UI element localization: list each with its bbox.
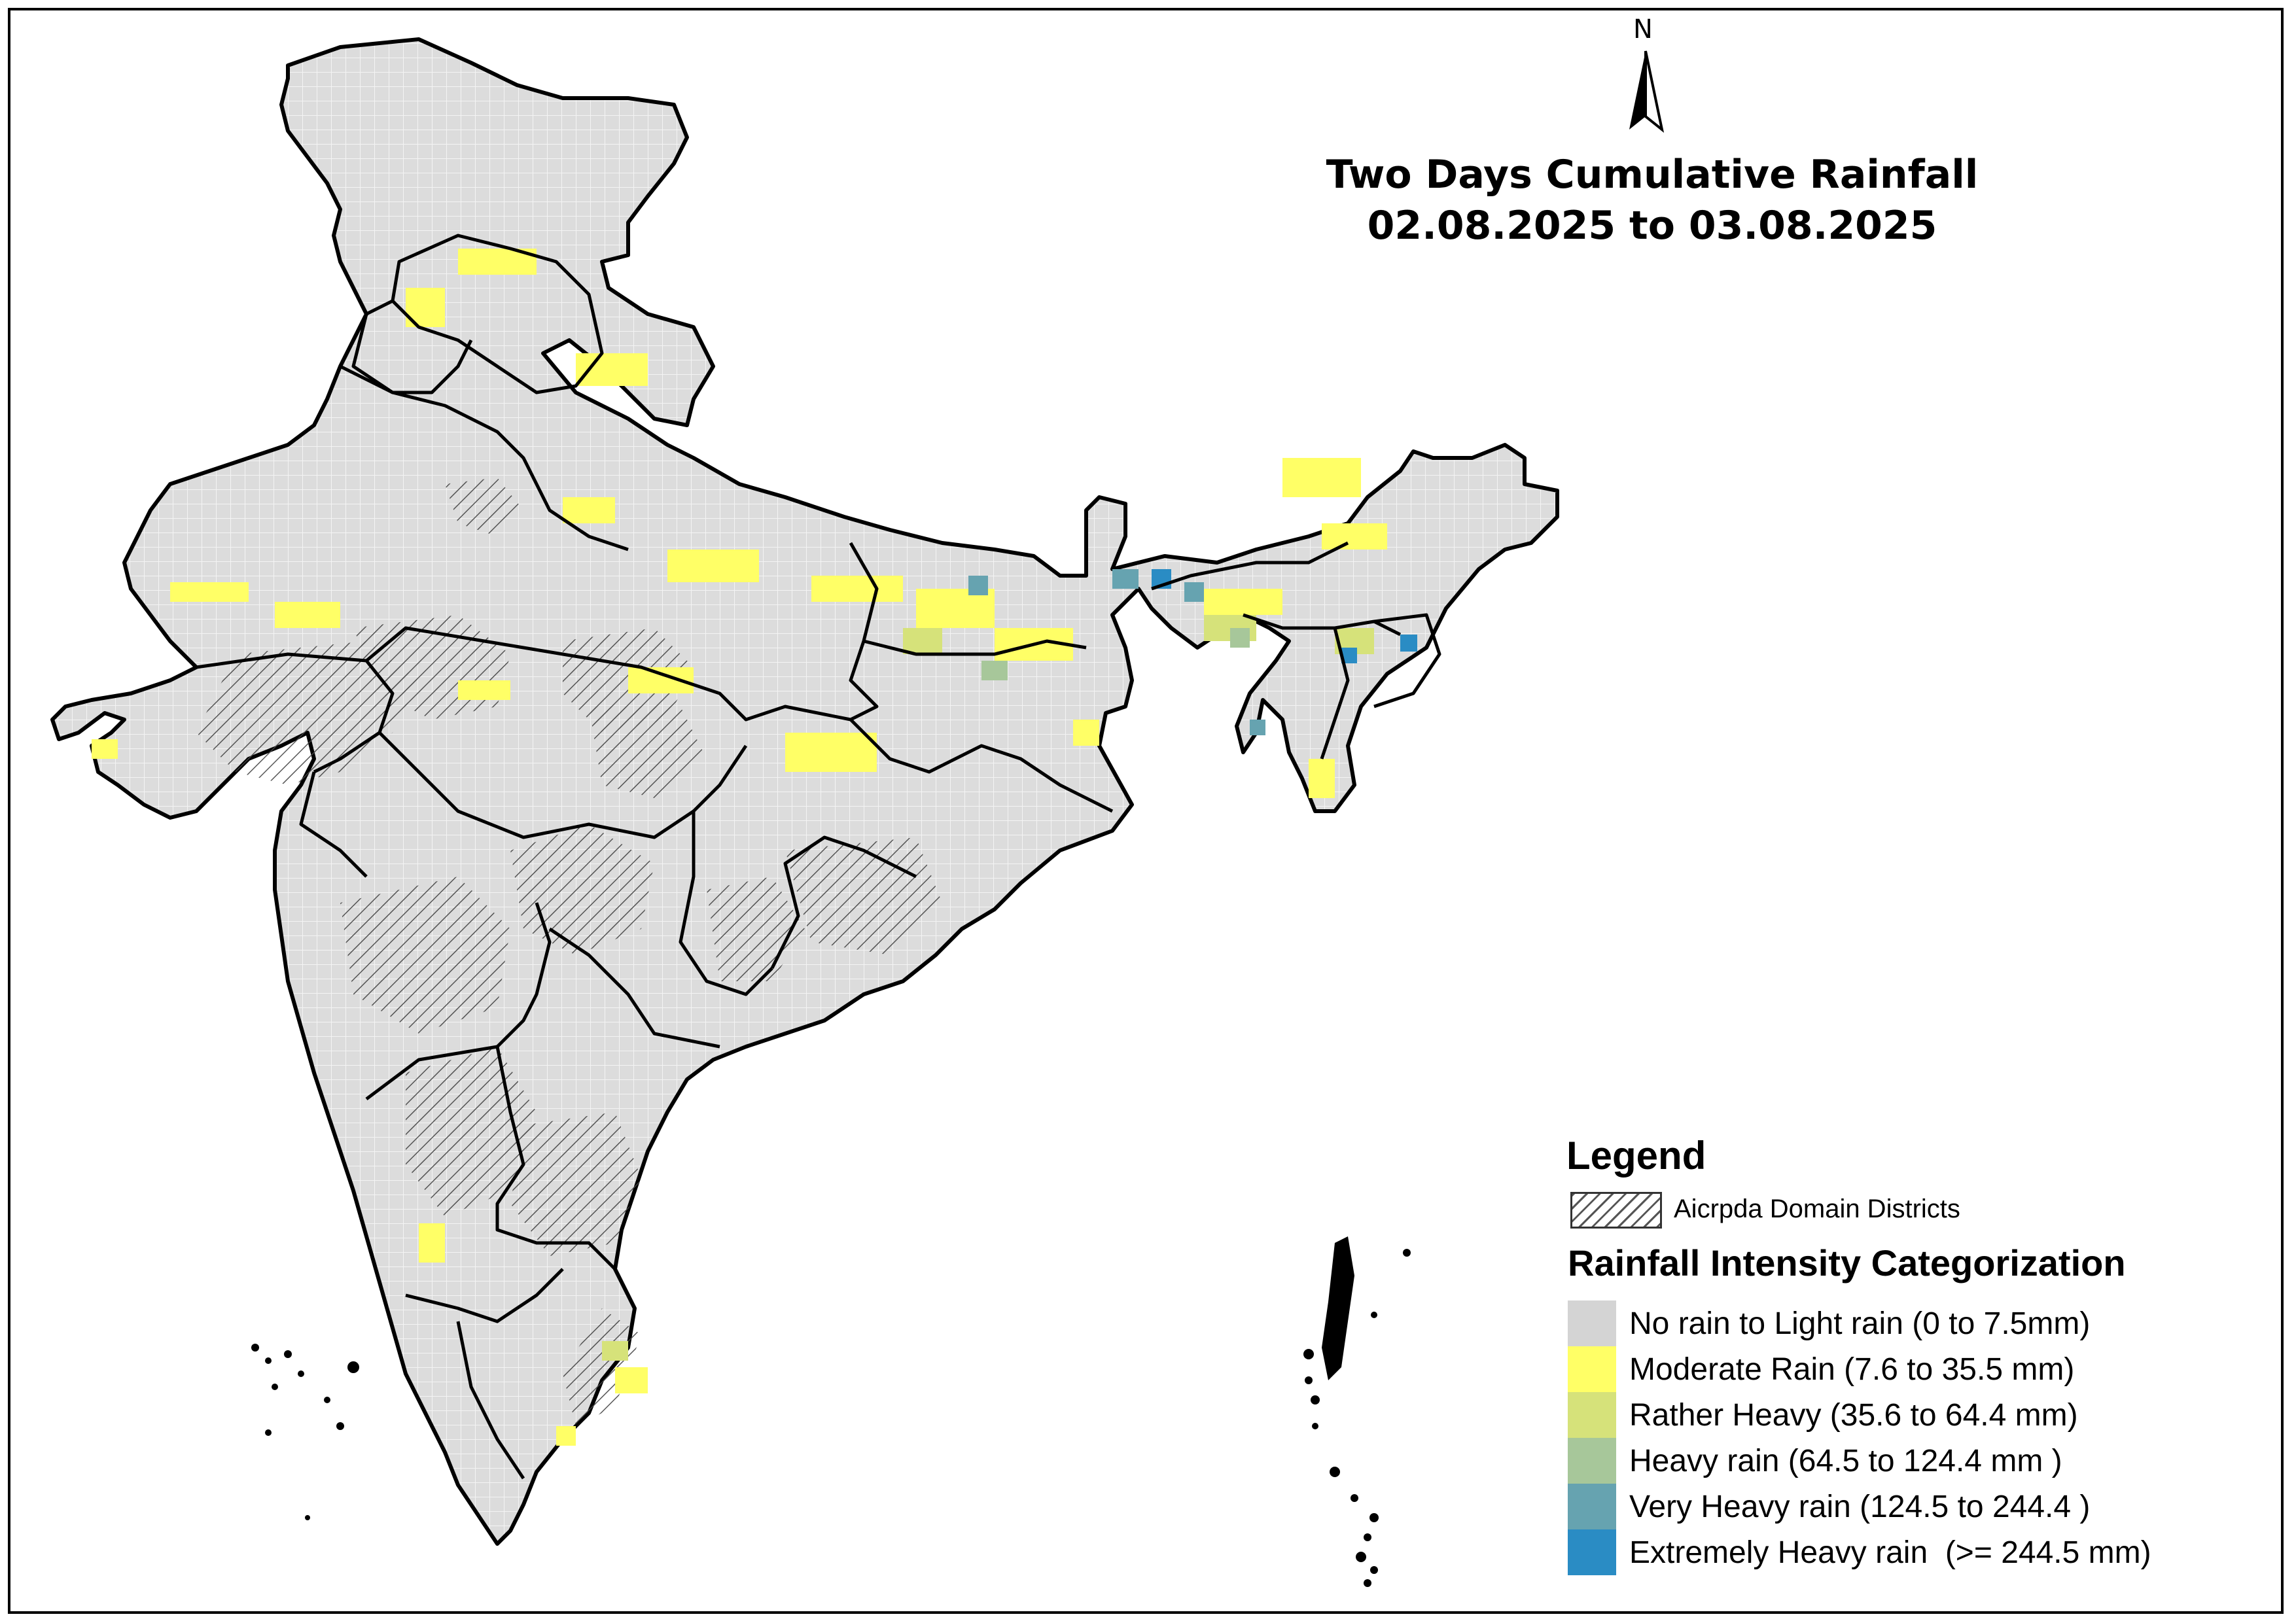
legend-category: Rather Heavy (35.6 to 64.4 mm) <box>1568 1392 2248 1438</box>
category-swatch <box>1568 1392 1616 1438</box>
category-swatch <box>1568 1484 1616 1529</box>
very-heavy-rain-patches <box>968 569 1265 735</box>
legend-category: Extremely Heavy rain (>= 244.5 mm) <box>1568 1529 2248 1575</box>
map-title: Two Days Cumulative Rainfall 02.08.2025 … <box>1282 149 2022 251</box>
title-line-2: 02.08.2025 to 03.08.2025 <box>1367 203 1937 249</box>
moderate-rain-patches <box>92 249 1387 1446</box>
north-arrow-icon <box>1629 50 1665 133</box>
north-label: N <box>1633 14 1653 44</box>
state-boundaries <box>196 234 1441 1480</box>
category-label: No rain to Light rain (0 to 7.5mm) <box>1629 1306 2091 1341</box>
legend-title: Legend <box>1566 1134 1706 1178</box>
category-label: Heavy rain (64.5 to 124.4 mm ) <box>1629 1444 2062 1478</box>
legend-category: No rain to Light rain (0 to 7.5mm) <box>1568 1300 2248 1346</box>
category-swatch <box>1568 1300 1616 1346</box>
heavy-rain-patches <box>981 628 1250 680</box>
legend-category: Heavy rain (64.5 to 124.4 mm ) <box>1568 1438 2248 1484</box>
category-label: Extremely Heavy rain (>= 244.5 mm) <box>1629 1535 2151 1570</box>
andaman-nicobar-islands <box>1303 1236 1411 1587</box>
category-label: Rather Heavy (35.6 to 64.4 mm) <box>1629 1398 2078 1433</box>
legend-category: Very Heavy rain (124.5 to 244.4 ) <box>1568 1484 2248 1529</box>
category-label: Very Heavy rain (124.5 to 244.4 ) <box>1629 1490 2091 1524</box>
category-swatch <box>1568 1438 1616 1484</box>
domain-hatch-swatch <box>1570 1192 1662 1229</box>
legend: Legend Aicrpda Domain Districts Rainfall… <box>1557 1125 2251 1596</box>
category-swatch <box>1568 1346 1616 1392</box>
lakshadweep-islands <box>251 1344 359 1520</box>
category-heading: Rainfall Intensity Categorization <box>1568 1242 2126 1283</box>
category-swatch <box>1568 1529 1616 1575</box>
domain-label: Aicrpda Domain Districts <box>1674 1195 1960 1223</box>
title-line-1: Two Days Cumulative Rainfall <box>1326 152 1979 198</box>
legend-category: Moderate Rain (7.6 to 35.5 mm) <box>1568 1346 2248 1392</box>
category-label: Moderate Rain (7.6 to 35.5 mm) <box>1629 1352 2075 1387</box>
aicrpda-hatched-districts <box>196 478 942 1426</box>
